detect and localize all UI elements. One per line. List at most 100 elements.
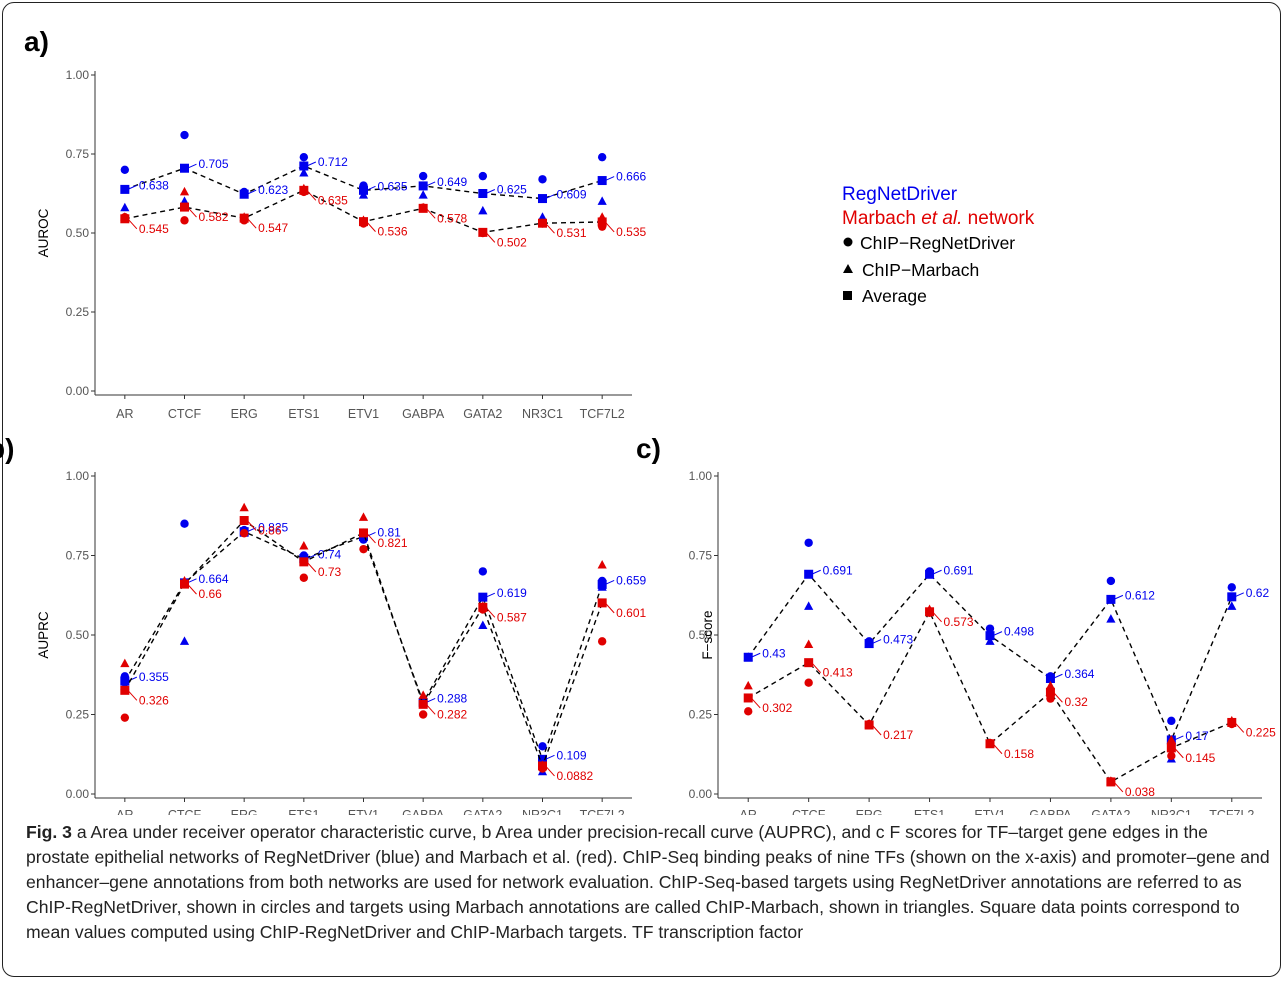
data-label: 0.619 [497,586,527,600]
y-tick-label: 1.00 [66,68,90,82]
data-label: 0.612 [1125,588,1155,602]
triangle-point [597,196,607,205]
data-label: 0.502 [497,235,527,249]
circle-point [239,529,249,538]
data-label-leader [306,561,317,573]
average-square [538,194,547,204]
data-label: 0.66 [199,587,223,601]
circle-point [804,538,813,547]
series-regnetdriver: 0.43 0.691 0.473 0.691 0.498 0.364 0.612 0.17 0.… [743,538,1269,763]
circle-point [299,573,309,582]
x-tick-label: NR3C1 [522,407,563,421]
triangle-point [1045,680,1056,690]
y-tick-label: 0.00 [689,787,713,801]
average-square [597,598,607,608]
average-square [1166,743,1176,753]
average-square [359,217,368,227]
legend-label-average: Average [862,286,927,306]
data-label: 0.225 [1246,725,1276,739]
triangle-point [299,540,309,550]
triangle-point [985,636,995,645]
average-square [1106,594,1116,604]
data-label: 0.288 [437,691,467,705]
average-square [359,185,368,195]
data-label: 0.0882 [557,769,594,783]
data-label-leader [425,208,436,219]
circle-point [1106,576,1116,586]
data-label-leader [246,189,257,195]
data-label-leader [1113,781,1124,793]
average-square [120,685,130,695]
triangle-point [478,205,488,215]
average-square [478,592,488,602]
average-square [804,569,814,579]
average-square [478,189,488,198]
data-label: 0.217 [883,728,913,742]
average-square [985,631,995,641]
series-regnetdriver: 0.355 0.664 0.825 0.74 0.81 0.288 0.619 0.109 0.… [120,519,647,776]
circle-point [538,742,547,751]
data-label-leader [604,602,615,614]
data-label-leader [425,181,436,187]
circle-point [359,544,368,554]
x-tick-label: ETS1 [288,808,319,815]
data-label: 0.535 [616,225,646,239]
average-square [1045,687,1055,697]
average-square [1106,777,1116,787]
circle-point [299,152,309,162]
y-axis-label: AUROC [36,208,51,257]
circle-point [1167,751,1176,761]
legend-series-regnetdriver: RegNetDriver [842,184,958,205]
data-label-leader [545,222,555,234]
average-square [597,217,607,227]
data-label: 0.545 [139,222,169,236]
x-tick-label: NR3C1 [522,808,563,815]
circle-point [120,165,130,174]
data-label: 0.625 [497,183,527,197]
average-square [478,602,488,612]
average-square [743,693,753,703]
average-square [864,639,874,649]
data-label: 0.659 [616,573,646,587]
average-square [743,652,753,662]
data-label: 0.573 [944,615,974,629]
triangle-point [179,186,190,196]
data-label: 0.547 [258,221,288,235]
triangle-point [418,690,428,699]
average-line [747,573,1233,742]
y-tick-label: 0.50 [66,226,90,240]
data-label-leader [932,569,942,575]
y-tick-label: 0.75 [689,549,713,563]
data-label-leader [485,189,496,194]
series-marbach: 0.3260.660.860.730.8210.2820.5870.08820.… [120,502,647,783]
triangle-point [804,639,814,649]
average-square [418,181,428,191]
data-label: 0.649 [437,175,467,189]
triangle-point [120,658,130,668]
y-tick-label: 0.25 [66,708,90,722]
data-label: 0.578 [437,211,467,225]
data-label: 0.158 [1004,747,1034,761]
x-tick-label: ERG [231,407,258,421]
data-label-leader [871,639,882,645]
average-square [418,203,428,213]
circle-point [538,175,547,184]
data-label-leader [485,232,496,243]
data-label-leader [1053,691,1063,703]
data-label: 0.638 [139,178,169,192]
data-label-leader [604,176,615,182]
y-axis-label: AUPRC [36,611,51,659]
triangle-point [478,620,488,629]
x-tick-label: GATA2 [463,808,502,815]
data-label-leader [306,161,317,167]
data-label: 0.038 [1125,785,1155,799]
data-label: 0.536 [378,225,408,239]
data-label: 0.282 [437,707,467,721]
circle-point [1227,583,1236,592]
average-square [925,569,935,579]
data-label-leader [246,520,257,531]
data-label: 0.413 [823,666,853,680]
x-tick-label: TCF7L2 [580,808,625,815]
legend-square-icon [843,291,852,300]
y-tick-label: 0.25 [66,305,90,319]
